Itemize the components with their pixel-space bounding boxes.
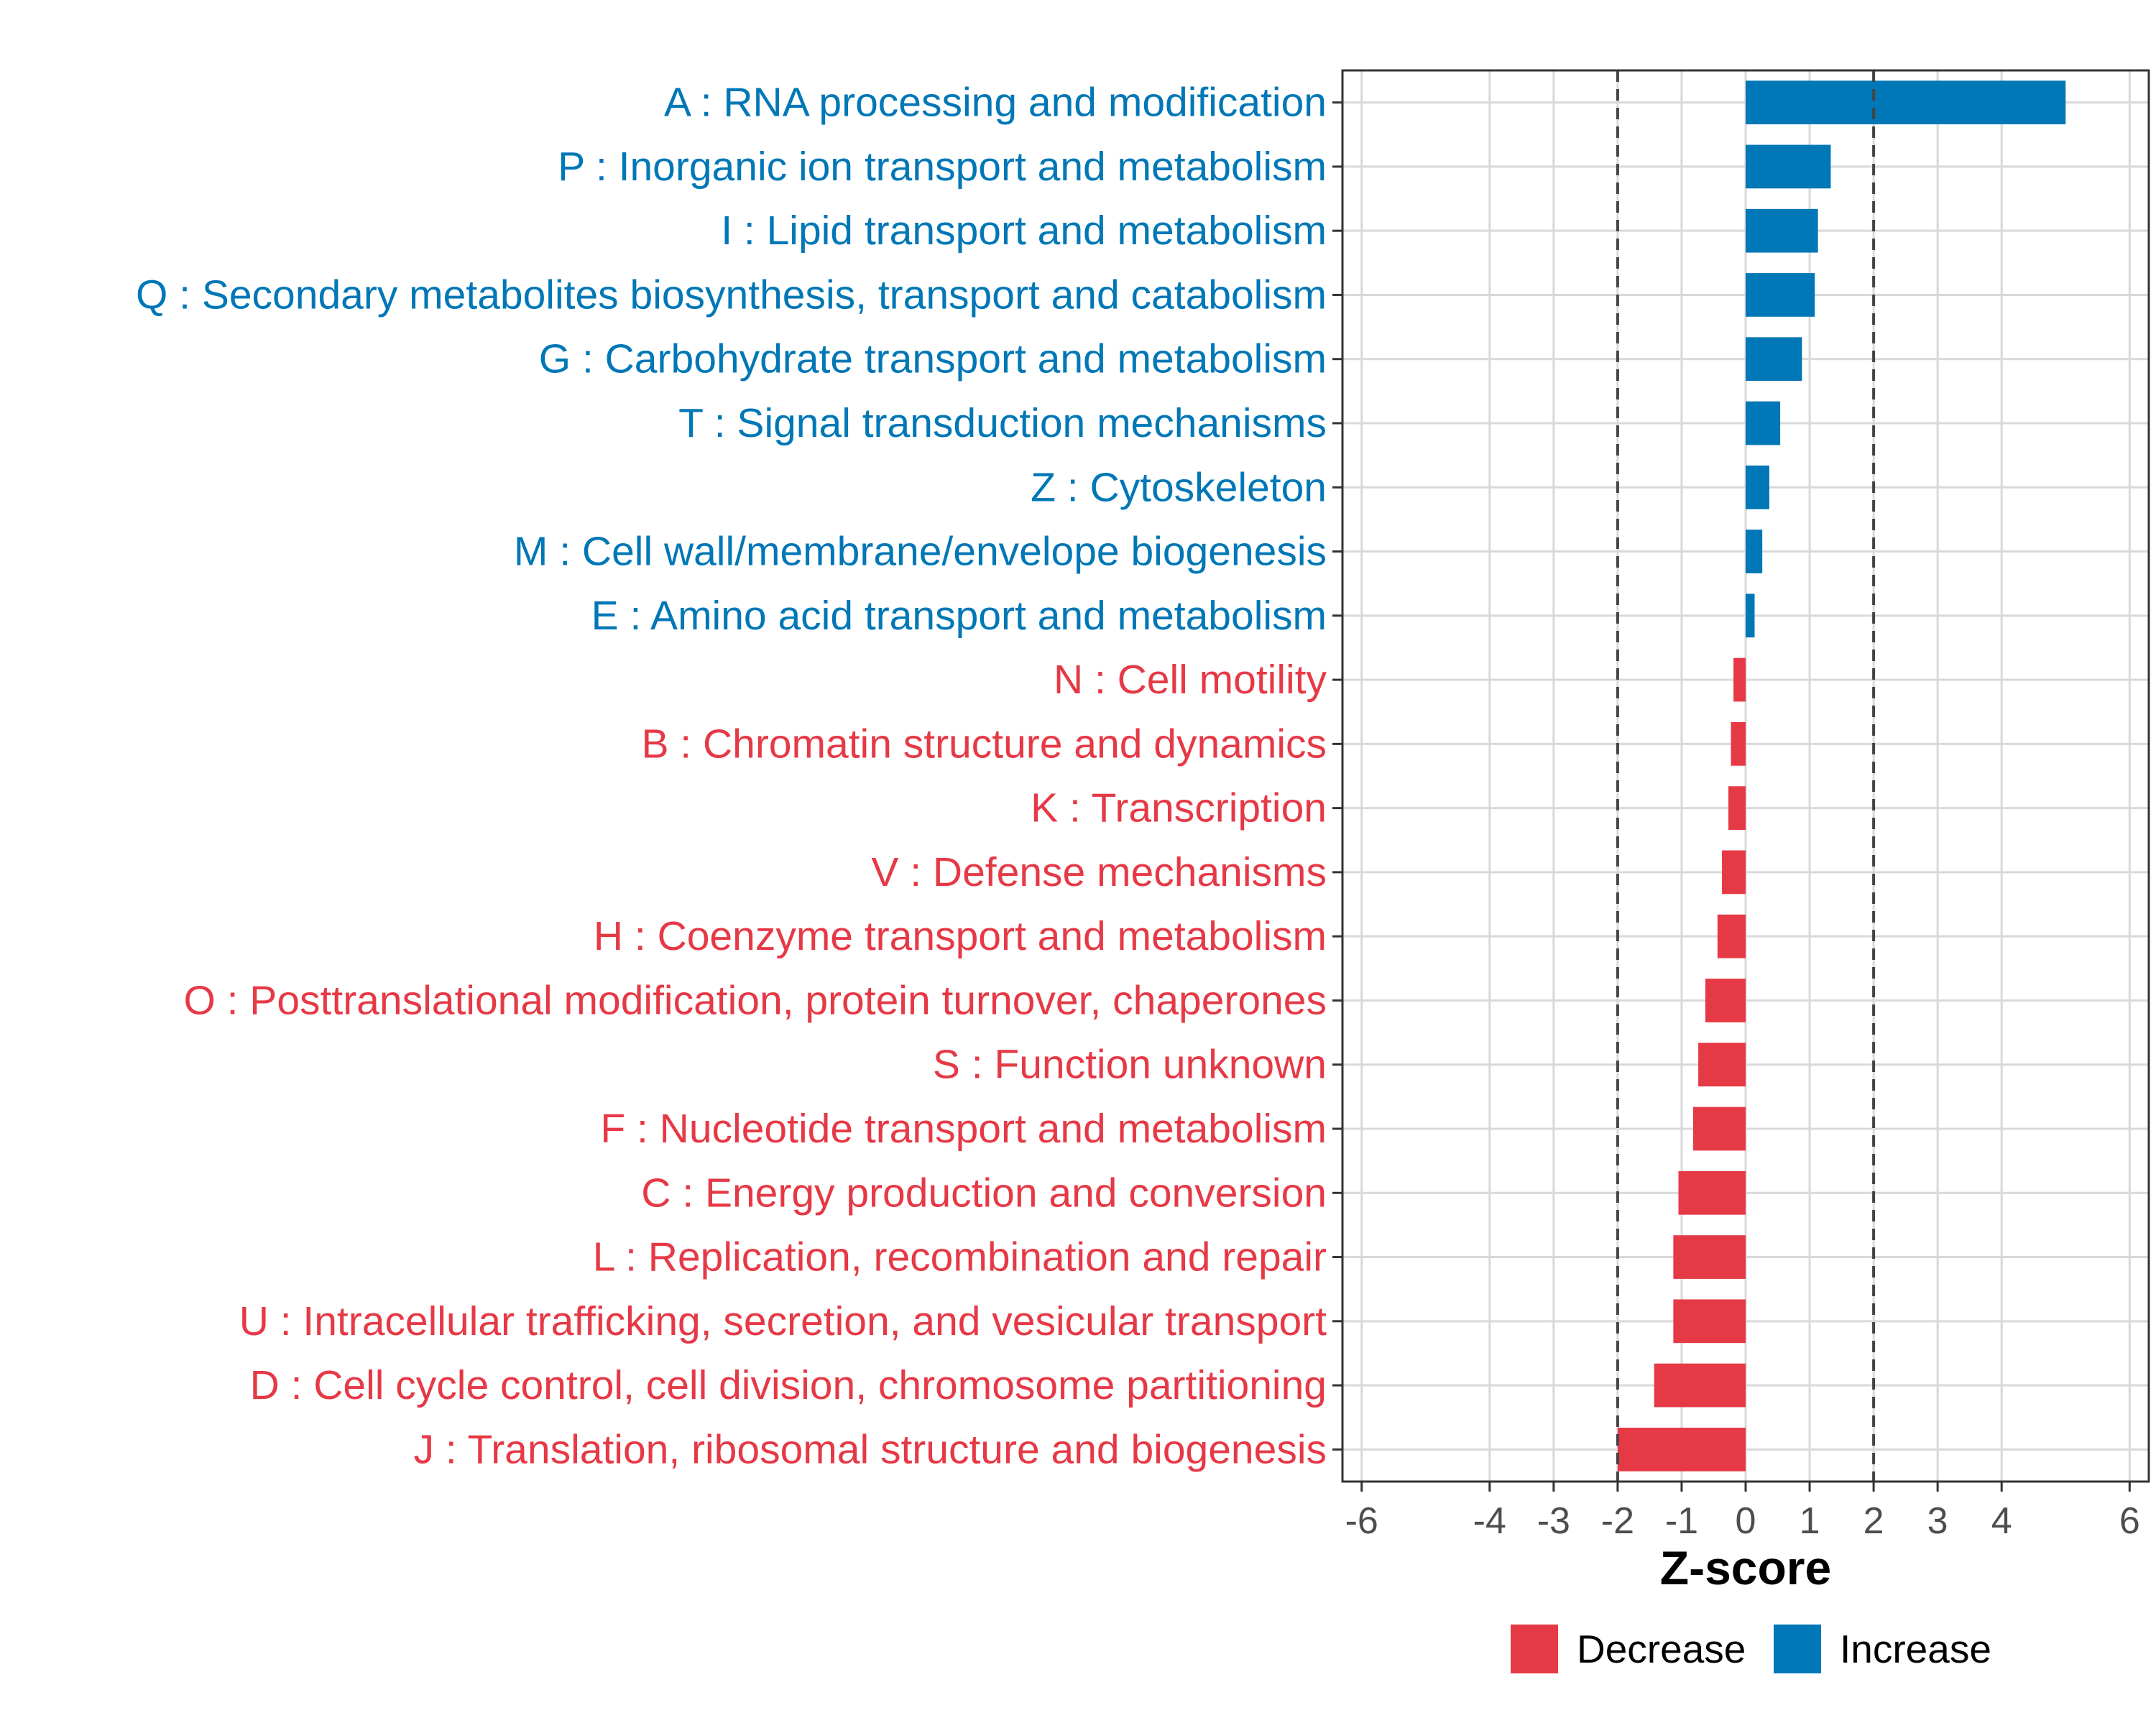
y-tick-label: U : Intracellular trafficking, secretion… [239, 1298, 1327, 1344]
x-tick-label: 1 [1800, 1500, 1820, 1542]
bar [1746, 273, 1815, 317]
y-tick-label: V : Defense mechanisms [871, 849, 1327, 895]
bar [1746, 337, 1802, 382]
y-tick-label: A : RNA processing and modification [664, 80, 1327, 126]
y-tick-label: L : Replication, recombination and repai… [593, 1234, 1327, 1280]
y-tick-label: O : Posttranslational modification, prot… [183, 977, 1327, 1023]
y-tick-label: K : Transcription [1031, 785, 1327, 831]
bar [1654, 1363, 1746, 1408]
bar [1746, 530, 1763, 573]
bar [1673, 1299, 1746, 1344]
y-tick-label: N : Cell motility [1054, 657, 1327, 703]
x-axis-title: Z-score [1660, 1541, 1831, 1594]
y-tick-label: E : Amino acid transport and metabolism [591, 593, 1327, 639]
legend-key [1774, 1625, 1821, 1673]
x-tick-label: 0 [1736, 1500, 1756, 1542]
bar [1673, 1235, 1746, 1279]
bar [1698, 1043, 1746, 1087]
y-tick-label: G : Carbohydrate transport and metabolis… [539, 336, 1327, 382]
y-tick-label: M : Cell wall/membrane/envelope biogenes… [514, 529, 1327, 575]
bar [1746, 80, 2066, 124]
y-tick-label: Q : Secondary metabolites biosynthesis, … [136, 272, 1327, 318]
bar [1617, 1428, 1746, 1471]
x-tick-label: -1 [1665, 1500, 1698, 1542]
y-tick-label: B : Chromatin structure and dynamics [641, 721, 1327, 767]
bar [1722, 850, 1746, 895]
y-tick-label: P : Inorganic ion transport and metaboli… [558, 144, 1327, 190]
bar [1678, 1170, 1746, 1215]
y-tick-label: F : Nucleotide transport and metabolism [600, 1106, 1327, 1152]
x-tick-label: 4 [1991, 1500, 2012, 1542]
x-tick-label: -2 [1601, 1500, 1634, 1542]
bar [1746, 144, 1831, 189]
y-tick-label: S : Function unknown [933, 1042, 1327, 1088]
y-tick-label: I : Lipid transport and metabolism [721, 208, 1327, 254]
x-tick-label: 6 [2119, 1500, 2140, 1542]
bar [1746, 401, 1781, 445]
y-tick-label: T : Signal transduction mechanisms [678, 400, 1327, 446]
bar [1746, 593, 1755, 638]
bar [1728, 786, 1746, 830]
x-tick-label: -3 [1537, 1500, 1570, 1542]
y-tick-label: Z : Cytoskeleton [1031, 464, 1327, 510]
x-tick-label: 3 [1927, 1500, 1948, 1542]
bar [1733, 657, 1746, 702]
bar [1746, 465, 1769, 509]
y-tick-label: C : Energy production and conversion [641, 1170, 1327, 1216]
bar [1746, 208, 1818, 253]
legend-key [1511, 1625, 1558, 1673]
x-tick-label: 2 [1864, 1500, 1884, 1542]
x-tick-label: -4 [1473, 1500, 1506, 1542]
bar [1717, 914, 1746, 958]
bar [1692, 1106, 1746, 1151]
legend-label: Increase [1840, 1627, 1991, 1671]
bar [1731, 722, 1746, 766]
x-tick-label: -6 [1345, 1500, 1378, 1542]
y-tick-label: H : Coenzyme transport and metabolism [594, 913, 1327, 959]
bar [1705, 979, 1746, 1022]
y-tick-label: J : Translation, ribosomal structure and… [414, 1426, 1327, 1472]
y-tick-label: D : Cell cycle control, cell division, c… [250, 1362, 1327, 1408]
legend-label: Decrease [1577, 1627, 1746, 1671]
